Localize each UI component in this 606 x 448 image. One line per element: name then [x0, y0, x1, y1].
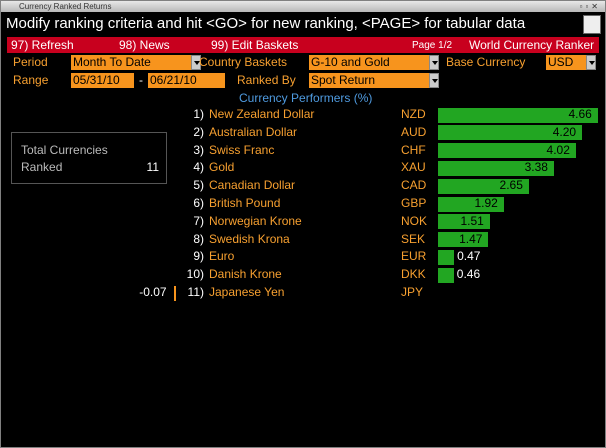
- menu-item[interactable]: 98) News: [119, 38, 170, 52]
- field[interactable]: Spot Return: [309, 73, 429, 88]
- currency-code: EUR: [401, 249, 427, 264]
- value-label: -0.07: [139, 285, 167, 299]
- bar: [438, 125, 583, 141]
- icon[interactable]: [583, 15, 601, 34]
- rank: 8): [193, 231, 204, 246]
- rank: 1): [193, 107, 204, 121]
- value-label: 3.38: [524, 160, 548, 175]
- title-bar: Currency Ranked Returns ▫▫✕: [1, 1, 605, 12]
- menu-item[interactable]: 99) Edit Baskets: [211, 38, 299, 52]
- message: Modify ranking criteria and hit <GO> for…: [6, 15, 526, 32]
- summary-label: Ranked: [21, 160, 63, 174]
- currency-code: CHF: [401, 142, 426, 157]
- field[interactable]: 06/21/10: [148, 73, 225, 88]
- rank: 10): [186, 267, 204, 282]
- bar: [438, 232, 489, 248]
- label: Country Baskets: [199, 55, 288, 69]
- currency-name: New Zealand Dollar: [209, 107, 315, 121]
- field[interactable]: 05/31/10: [71, 73, 134, 88]
- rank: 6): [193, 196, 204, 210]
- currency-code: NZD: [401, 107, 426, 121]
- label: Period: [13, 55, 48, 69]
- currency-name: Norwegian Krone: [209, 213, 302, 228]
- currency-code: NOK: [401, 213, 428, 228]
- value-label: 0.46: [456, 267, 481, 282]
- field[interactable]: USD: [546, 55, 586, 70]
- value-label: 4.20: [552, 124, 577, 139]
- currency-code: JPY: [401, 285, 424, 299]
- value-label: 4.66: [568, 107, 592, 121]
- separator: -: [139, 73, 143, 87]
- bar: [438, 214, 490, 230]
- bar: [438, 249, 455, 265]
- bar: [438, 160, 554, 176]
- chart-title: Currency Performers (%): [239, 91, 373, 105]
- menu-item[interactable]: 97) Refresh: [11, 38, 74, 52]
- dropdown[interactable]: [429, 73, 439, 88]
- value-label: 2.65: [499, 178, 523, 193]
- bar: [438, 107, 598, 123]
- label: Ranked By: [237, 73, 296, 87]
- value-label: 1.47: [459, 231, 483, 246]
- bar: [438, 267, 454, 283]
- bar: [173, 285, 176, 301]
- window-title: Currency Ranked Returns: [19, 2, 112, 11]
- rank: 2): [193, 124, 204, 139]
- summary-label: Total Currencies: [21, 143, 108, 157]
- currency-code: AUD: [401, 124, 427, 139]
- label: Base Currency: [446, 55, 526, 69]
- label: Range: [13, 73, 49, 87]
- rank: 11): [187, 285, 204, 299]
- bar: [438, 196, 504, 212]
- dropdown[interactable]: [191, 55, 201, 70]
- field[interactable]: G-10 and Gold: [309, 55, 429, 70]
- bar: [438, 178, 529, 194]
- value-label: 1.92: [474, 196, 498, 210]
- currency-code: GBP: [401, 196, 427, 210]
- rank: 4): [193, 160, 204, 175]
- value-label: 0.47: [457, 249, 481, 264]
- currency-name: Swiss Franc: [209, 142, 275, 157]
- summary-count: 11: [146, 160, 159, 174]
- rank: 3): [193, 142, 204, 157]
- dropdown[interactable]: [429, 55, 439, 70]
- currency-code: XAU: [401, 160, 426, 175]
- dropdown[interactable]: [586, 55, 596, 70]
- currency-name: Japanese Yen: [209, 285, 285, 299]
- rank: 9): [193, 249, 204, 264]
- currency-code: DKK: [401, 267, 426, 282]
- menu-bar: [7, 37, 599, 53]
- currency-code: CAD: [401, 178, 427, 193]
- currency-name: Canadian Dollar: [209, 178, 296, 193]
- summary-box: [11, 132, 167, 184]
- currency-name: Swedish Krona: [209, 231, 290, 246]
- rank: 5): [193, 178, 204, 193]
- field[interactable]: Month To Date: [71, 55, 191, 70]
- rank: 7): [193, 213, 204, 228]
- currency-name: Australian Dollar: [209, 124, 298, 139]
- currency-code: SEK: [401, 231, 426, 246]
- window-buttons[interactable]: ▫▫✕: [579, 2, 601, 11]
- bar: [438, 143, 576, 159]
- menu-title: World Currency Ranker: [469, 38, 595, 52]
- page-indicator: Page 1/2: [412, 40, 453, 51]
- value-label: 4.02: [546, 142, 570, 157]
- currency-name: Gold: [209, 160, 235, 175]
- value-label: 1.51: [460, 213, 484, 228]
- currency-name: Euro: [209, 249, 235, 264]
- currency-name: British Pound: [209, 196, 281, 210]
- currency-name: Danish Krone: [209, 267, 282, 282]
